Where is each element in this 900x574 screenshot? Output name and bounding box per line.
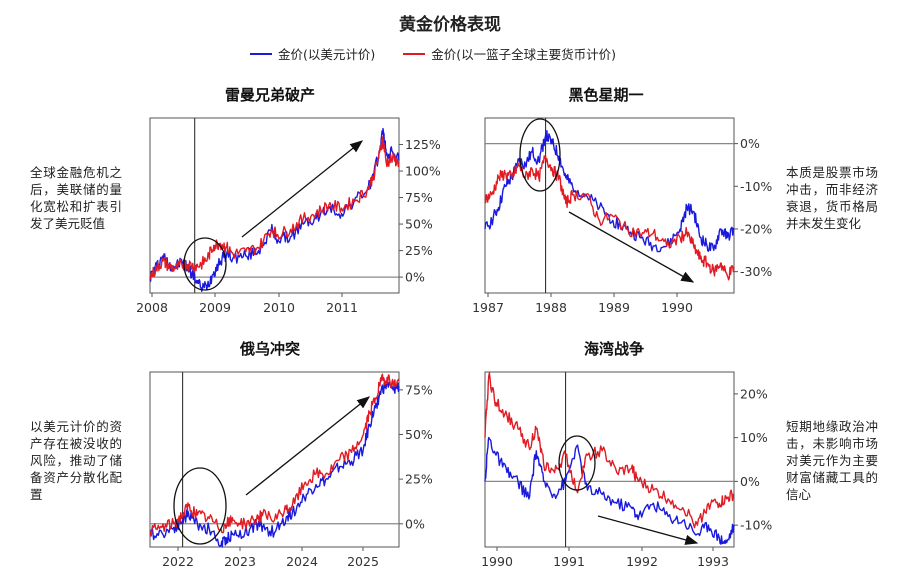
y-tick-label-0-1: 25%: [405, 243, 433, 258]
series-line-2-1: [149, 373, 400, 537]
y-tick-label-3-1: 10%: [740, 430, 768, 445]
x-tick-label-1-2: 1989: [598, 300, 630, 315]
plot-frame-1: [484, 117, 735, 294]
x-tick-label-3-0: 1990: [481, 554, 513, 569]
y-tick-label-0-5: 125%: [405, 137, 441, 152]
x-tick-label-2-2: 2024: [286, 554, 318, 569]
legend-item-usd: 金价(以美元计价): [250, 44, 375, 63]
y-tick-label-0-4: 100%: [405, 164, 441, 179]
series-line-3-1: [484, 372, 735, 529]
x-tick-label-1-0: 1987: [472, 300, 504, 315]
panel-title-0: 雷曼兄弟破产: [225, 86, 315, 104]
event-circle-0: [183, 237, 227, 291]
x-tick-label-0-2: 2010: [263, 300, 295, 315]
y-tick-label-2-2: 50%: [405, 427, 433, 442]
x-tick-label-0-3: 2011: [326, 300, 358, 315]
x-tick-label-1-1: 1988: [535, 300, 567, 315]
panel-title-2: 俄乌冲突: [239, 340, 300, 358]
x-tick-label-2-0: 2022: [162, 554, 194, 569]
y-tick-label-3-3: -10%: [740, 518, 772, 533]
legend-item-basket: 金价(以一篮子全球主要货币计价): [403, 44, 616, 63]
y-tick-label-1-0: 0%: [740, 136, 760, 151]
x-tick-label-3-3: 1993: [697, 554, 729, 569]
legend-swatch-usd: [250, 52, 272, 55]
plot-frame-3: [484, 371, 735, 548]
event-circle-1: [519, 118, 561, 192]
y-tick-label-2-0: 0%: [405, 516, 425, 531]
y-tick-label-3-2: 0%: [740, 474, 760, 489]
trend-arrow-2: [245, 396, 371, 496]
event-circle-3: [558, 435, 596, 491]
trend-arrow-3: [597, 515, 699, 545]
y-tick-label-1-3: -30%: [740, 264, 772, 279]
y-tick-label-0-2: 50%: [405, 217, 433, 232]
y-tick-label-1-1: -10%: [740, 179, 772, 194]
legend-swatch-basket: [403, 52, 426, 55]
x-tick-label-3-1: 1991: [553, 554, 585, 569]
plot-frame-2: [149, 371, 400, 548]
y-tick-label-3-0: 20%: [740, 386, 768, 401]
note-lehman: 全球金融危机之后，美联储的量化宽松和扩表引发了美元贬值: [30, 165, 122, 231]
trend-arrow-0: [241, 140, 364, 238]
x-tick-label-2-1: 2023: [224, 554, 256, 569]
series-line-1-0: [484, 130, 735, 253]
event-circle-2: [173, 467, 227, 545]
x-tick-label-1-3: 1990: [661, 300, 693, 315]
panel-title-3: 海湾战争: [584, 340, 644, 358]
panel-title-1: 黑色星期一: [568, 86, 643, 104]
legend-label-basket: 金价(以一篮子全球主要货币计价): [431, 47, 617, 62]
series-line-0-1: [149, 136, 400, 280]
plot-frame-0: [149, 117, 400, 294]
y-tick-label-2-3: 75%: [405, 382, 433, 397]
series-line-3-0: [484, 436, 735, 545]
legend-label-usd: 金价(以美元计价): [278, 47, 376, 62]
x-tick-label-0-0: 2008: [136, 300, 168, 315]
y-tick-label-0-3: 75%: [405, 190, 433, 205]
note-russia-ukraine: 以美元计价的资产存在被没收的风险，推动了储备资产分散化配置: [30, 419, 122, 502]
main-title: 黄金价格表现: [399, 15, 501, 35]
x-tick-label-0-1: 2009: [199, 300, 231, 315]
x-tick-label-2-3: 2025: [347, 554, 379, 569]
trend-arrow-1: [568, 211, 695, 283]
legend: 金价(以美元计价) 金价(以一篮子全球主要货币计价): [250, 44, 616, 63]
series-line-2-0: [149, 380, 400, 548]
y-tick-label-1-2: -20%: [740, 221, 772, 236]
y-tick-label-2-1: 25%: [405, 472, 433, 487]
note-gulf-war: 短期地缘政治冲击，未影响市场对美元作为主要财富储藏工具的信心: [786, 419, 878, 502]
x-tick-label-3-2: 1992: [626, 554, 658, 569]
y-tick-label-0-0: 0%: [405, 270, 425, 285]
series-line-1-1: [484, 155, 735, 281]
note-black-monday: 本质是股票市场冲击，而非经济衰退，货币格局并未发生变化: [786, 165, 878, 231]
